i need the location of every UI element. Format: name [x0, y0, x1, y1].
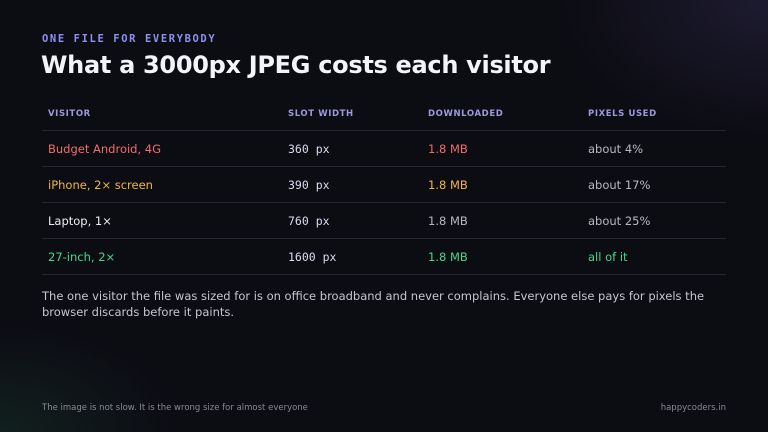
table-cell: 1.8 MB — [422, 166, 582, 203]
header-cell: PIXELS USED — [582, 98, 726, 131]
table-row: 27-inch, 2× 1600 px 1.8 MB all of it — [42, 238, 726, 275]
table-cell: about 4% — [582, 130, 726, 167]
table-cell: 1.8 MB — [422, 130, 582, 167]
header-cell: DOWNLOADED — [422, 98, 582, 131]
table-cell: about 17% — [582, 166, 726, 203]
table-cell: 1.8 MB — [422, 202, 582, 239]
footer-right: happycoders.in — [660, 403, 726, 413]
header-cell: VISITOR — [42, 98, 282, 131]
table-body: Budget Android, 4G 360 px 1.8 MB about 4% iP… — [42, 130, 726, 275]
table-row: iPhone, 2× screen 390 px 1.8 MB about 17% — [42, 166, 726, 203]
table-cell: about 25% — [582, 202, 726, 239]
table-row: Laptop, 1× 760 px 1.8 MB about 25% — [42, 202, 726, 239]
table-cell: 390 px — [282, 166, 422, 203]
table-cell: Budget Android, 4G — [42, 130, 282, 167]
table-cell: 1600 px — [282, 238, 422, 275]
table-cell: all of it — [582, 238, 726, 275]
kicker: ONE FILE FOR EVERYBODY — [42, 33, 217, 45]
table-cell: 27-inch, 2× — [42, 238, 282, 275]
table-row: Budget Android, 4G 360 px 1.8 MB about 4% — [42, 130, 726, 167]
table: VISITOR SLOT WIDTH DOWNLOADED PIXELS USE… — [42, 98, 726, 275]
table-cell: 1.8 MB — [422, 238, 582, 275]
footer-left: The image is not slow. It is the wrong s… — [42, 403, 308, 413]
header-cell: SLOT WIDTH — [282, 98, 422, 131]
title: What a 3000px JPEG costs each visitor — [41, 51, 551, 79]
table-cell: 360 px — [282, 130, 422, 167]
body-text: The one visitor the file was sized for i… — [42, 289, 705, 319]
header-row: VISITOR SLOT WIDTH DOWNLOADED PIXELS USE… — [42, 98, 726, 131]
table-cell: Laptop, 1× — [42, 202, 282, 239]
table-cell: 760 px — [282, 202, 422, 239]
table-cell: iPhone, 2× screen — [42, 166, 282, 203]
